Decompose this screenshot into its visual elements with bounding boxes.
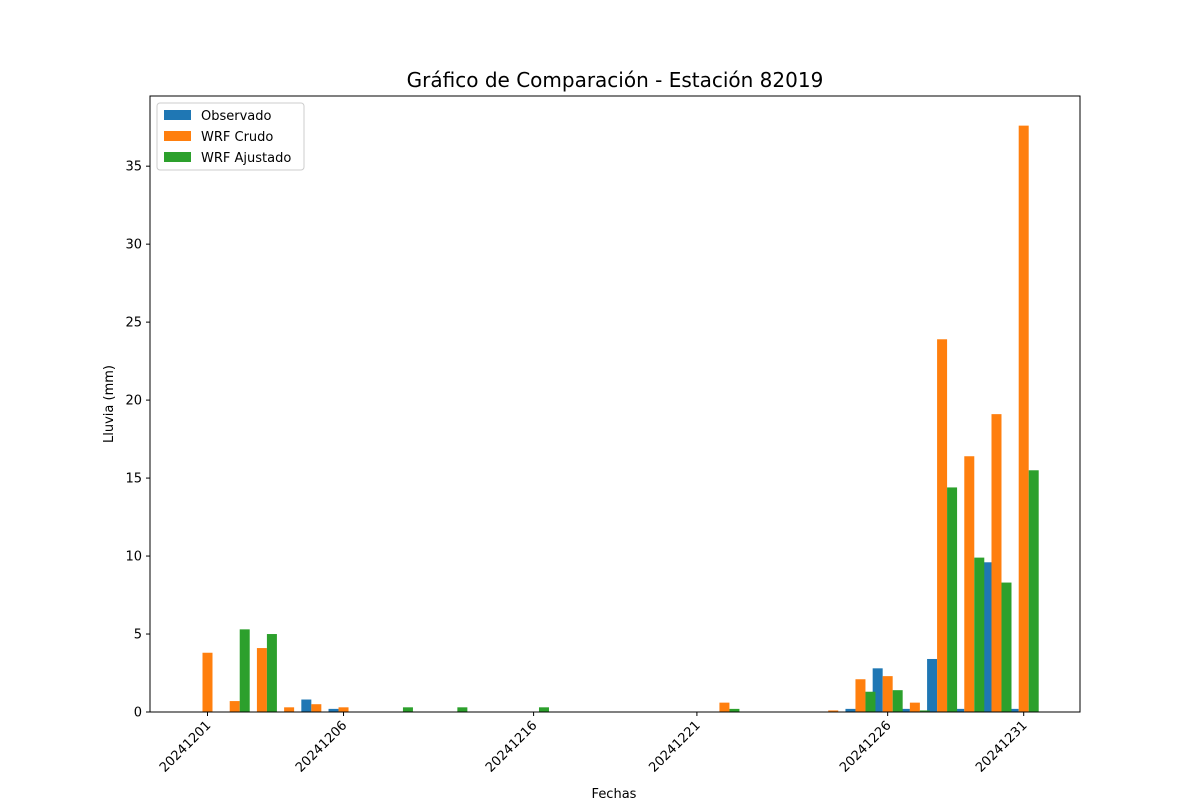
x-tick-label: 20241231 xyxy=(973,718,1030,775)
legend-swatch-wrf-crudo xyxy=(164,131,191,141)
bar-wrf-ajustado-20241225 xyxy=(865,691,876,712)
legend-label-wrf-ajustado: WRF Ajustado xyxy=(201,151,291,166)
bar-observado-20241229 xyxy=(954,708,965,712)
y-axis: 0 5 10 15 20 25 30 35 xyxy=(125,160,150,721)
bar-wrf-ajustado-20241231 xyxy=(1028,470,1039,712)
y-tick-label: 35 xyxy=(125,160,142,175)
bar-observado-20241227 xyxy=(899,708,910,712)
y-tick-label: 15 xyxy=(125,472,142,487)
bar-wrf-crudo-20241226 xyxy=(882,676,893,712)
x-tick-label: 20241206 xyxy=(293,718,350,775)
bar-wrf-ajustado-20241220 xyxy=(729,708,740,712)
bar-wrf-crudo-20241227 xyxy=(909,702,920,712)
bar-wrf-ajustado-20241230 xyxy=(1001,582,1012,712)
bar-wrf-ajustado-20241226 xyxy=(892,690,903,712)
bar-observado-20241226 xyxy=(872,668,883,712)
bar-wrf-crudo-20241203 xyxy=(256,648,267,712)
x-tick-label: 20241216 xyxy=(483,718,540,775)
bar-wrf-crudo-20241201 xyxy=(202,652,213,712)
y-tick-label: 5 xyxy=(134,628,142,643)
y-tick-label: 25 xyxy=(125,316,142,331)
legend: Observado WRF Crudo WRF Ajustado xyxy=(156,102,305,171)
bar-wrf-crudo-20241224 xyxy=(828,710,839,712)
bar-wrf-crudo-20241231 xyxy=(1018,125,1029,712)
bars-layer xyxy=(202,125,1039,712)
bar-wrf-ajustado-20241228 xyxy=(947,487,958,712)
bar-wrf-crudo-20241206 xyxy=(338,707,349,712)
legend-box xyxy=(156,102,305,171)
x-axis: 20241201 20241206 20241216 20241221 20241226… xyxy=(157,712,1031,776)
bar-observado-20241231 xyxy=(1008,708,1019,712)
y-axis-label: Lluvia (mm) xyxy=(102,365,117,443)
bar-wrf-ajustado-20241227 xyxy=(919,710,930,712)
legend-label-wrf-crudo: WRF Crudo xyxy=(201,130,273,145)
legend-swatch-observado xyxy=(164,110,191,120)
bar-wrf-crudo-20241228 xyxy=(937,339,948,712)
legend-label-observado: Observado xyxy=(201,109,272,124)
bar-wrf-crudo-20241225 xyxy=(855,679,866,712)
x-tick-label: 20241226 xyxy=(837,718,894,775)
bar-wrf-crudo-20241230 xyxy=(991,414,1002,712)
bar-observado-20241230 xyxy=(981,562,992,712)
bar-wrf-ajustado-20241213 xyxy=(538,707,549,712)
bar-wrf-ajustado-20241202 xyxy=(239,629,250,712)
bar-observado-20241228 xyxy=(927,658,938,712)
bar-wrf-crudo-20241220 xyxy=(719,702,730,712)
y-tick-label: 0 xyxy=(134,706,142,721)
bar-wrf-crudo-20241204 xyxy=(284,707,295,712)
x-axis-label: Fechas xyxy=(592,787,637,800)
x-tick-label: 20241201 xyxy=(157,718,214,775)
bar-wrf-crudo-20241202 xyxy=(229,701,240,712)
bar-observado-20241205 xyxy=(301,699,312,712)
bar-wrf-crudo-20241205 xyxy=(311,704,322,712)
bar-wrf-ajustado-20241208 xyxy=(402,707,413,712)
bar-wrf-ajustado-20241210 xyxy=(457,707,468,712)
bar-wrf-ajustado-20241203 xyxy=(266,634,277,712)
plot-frame xyxy=(149,95,1081,713)
legend-swatch-wrf-ajustado xyxy=(164,152,191,162)
y-tick-label: 30 xyxy=(125,238,142,253)
bar-observado-20241206 xyxy=(328,708,339,712)
y-tick-label: 20 xyxy=(125,394,142,409)
y-tick-label: 10 xyxy=(125,550,142,565)
bar-wrf-crudo-20241229 xyxy=(964,456,975,712)
bar-observado-20241225 xyxy=(845,708,856,712)
chart-title: Gráfico de Comparación - Estación 82019 xyxy=(407,68,824,92)
x-tick-label: 20241221 xyxy=(646,718,703,775)
bar-wrf-ajustado-20241229 xyxy=(974,557,985,712)
